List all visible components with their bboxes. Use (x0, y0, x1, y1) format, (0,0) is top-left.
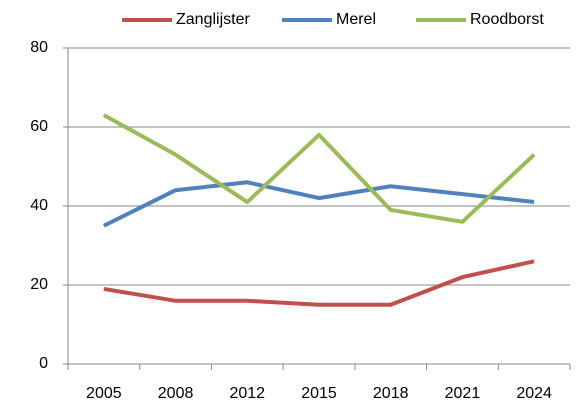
legend-label: Zanglijster (176, 11, 250, 28)
y-tick-label: 20 (30, 276, 48, 293)
legend-label: Roodborst (470, 11, 544, 28)
x-tick-label: 2024 (516, 385, 552, 402)
x-tick-label: 2005 (86, 385, 122, 402)
x-tick-label: 2008 (158, 385, 194, 402)
y-tick-label: 40 (30, 197, 48, 214)
x-tick-label: 2012 (229, 385, 265, 402)
series-line (102, 180, 535, 228)
series-line (103, 259, 535, 307)
y-tick-label: 60 (30, 118, 48, 135)
series-line (102, 113, 536, 224)
x-tick-label: 2015 (301, 385, 337, 402)
x-tick-label: 2018 (373, 385, 409, 402)
x-tick-label: 2021 (445, 385, 481, 402)
legend-label: Merel (336, 11, 376, 28)
y-tick-label: 80 (30, 39, 48, 56)
y-tick-label: 0 (39, 355, 48, 372)
